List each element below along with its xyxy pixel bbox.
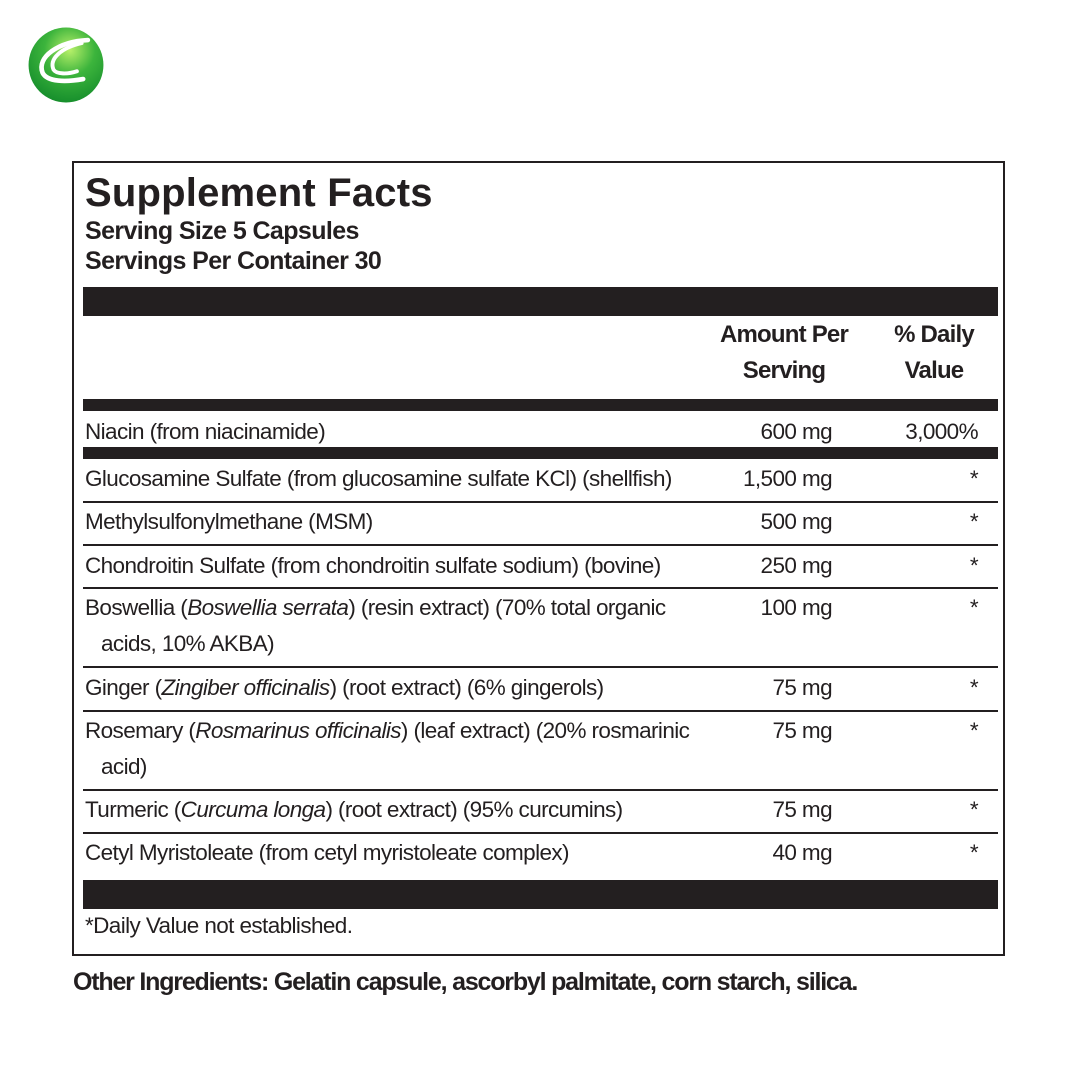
row-divider bbox=[83, 587, 998, 589]
name-text: Rosemary ( bbox=[85, 718, 196, 743]
servings-per-container: Servings Per Container 30 bbox=[85, 247, 382, 275]
name-text: ) (root extract) (6% gingerols) bbox=[329, 675, 605, 700]
nutrient-dv: * bbox=[969, 718, 979, 743]
nutrient-amount: 75 mg bbox=[772, 797, 832, 822]
name-text: ) (resin extract) (70% total organic bbox=[348, 595, 666, 620]
latin-name: Boswellia serrata bbox=[187, 595, 349, 620]
row-divider bbox=[83, 501, 998, 503]
nutrient-name: Glucosamine Sulfate (from glucosamine su… bbox=[85, 466, 672, 491]
nutrient-amount: 250 mg bbox=[760, 553, 833, 578]
nutrient-amount: 1,500 mg bbox=[742, 466, 833, 491]
header-line: Amount Per bbox=[719, 321, 849, 348]
nutrient-dv: 3,000% bbox=[905, 419, 978, 444]
nutrient-dv: * bbox=[969, 553, 979, 578]
daily-value-header: % Daily Value bbox=[874, 317, 994, 389]
nutrient-name: Boswellia (Boswellia serrata) (resin ext… bbox=[85, 590, 715, 662]
nutrient-amount: 500 mg bbox=[760, 509, 833, 534]
footnote: *Daily Value not established. bbox=[85, 913, 353, 938]
name-continuation: acid) bbox=[101, 754, 147, 779]
nutrient-name: Rosemary (Rosmarinus officinalis) (leaf … bbox=[85, 713, 715, 785]
nutrient-amount: 100 mg bbox=[760, 595, 833, 620]
divider-bar bbox=[83, 399, 998, 411]
header-line: % Daily bbox=[894, 321, 975, 348]
nutrient-dv: * bbox=[969, 797, 979, 822]
other-ingredients: Other Ingredients: Gelatin capsule, asco… bbox=[73, 968, 858, 997]
row-divider bbox=[83, 789, 998, 791]
header-line: Value bbox=[904, 357, 965, 384]
row-divider bbox=[83, 832, 998, 834]
nutrient-name: Cetyl Myristoleate (from cetyl myristole… bbox=[85, 840, 570, 865]
other-ingredients-label: Other Ingredients: bbox=[73, 968, 269, 996]
serving-size: Serving Size 5 Capsules bbox=[85, 217, 359, 245]
latin-name: Zingiber officinalis bbox=[161, 675, 330, 700]
nutrient-amount: 75 mg bbox=[772, 718, 832, 743]
divider-bar bbox=[83, 880, 998, 909]
row-divider bbox=[83, 666, 998, 668]
nutrient-dv: * bbox=[969, 509, 979, 534]
amount-per-serving-header: Amount Per Serving bbox=[709, 317, 859, 389]
nutrient-name: Ginger (Zingiber officinalis) (root extr… bbox=[85, 670, 715, 706]
other-ingredients-text: Gelatin capsule, ascorbyl palmitate, cor… bbox=[268, 968, 858, 996]
row-divider bbox=[83, 710, 998, 712]
nutrient-amount: 600 mg bbox=[760, 419, 833, 444]
nutrient-name: Niacin (from niacinamide) bbox=[85, 419, 326, 444]
brand-logo-icon bbox=[28, 27, 104, 103]
name-text: ) (root extract) (95% curcumins) bbox=[325, 797, 623, 822]
supplement-facts-panel: Supplement Facts Serving Size 5 Capsules… bbox=[72, 161, 1005, 956]
nutrient-dv: * bbox=[969, 466, 979, 491]
name-text: Boswellia ( bbox=[85, 595, 188, 620]
nutrient-name: Methylsulfonylmethane (MSM) bbox=[85, 509, 373, 534]
name-text: ) (leaf extract) (20% rosmarinic bbox=[400, 718, 690, 743]
nutrient-name: Turmeric (Curcuma longa) (root extract) … bbox=[85, 792, 715, 828]
name-text: Turmeric ( bbox=[85, 797, 181, 822]
latin-name: Curcuma longa bbox=[180, 797, 326, 822]
nutrient-dv: * bbox=[969, 675, 979, 700]
latin-name: Rosmarinus officinalis bbox=[195, 718, 401, 743]
nutrient-name: Chondroitin Sulfate (from chondroitin su… bbox=[85, 553, 661, 578]
panel-title: Supplement Facts bbox=[85, 171, 433, 215]
name-continuation: acids, 10% AKBA) bbox=[101, 631, 275, 656]
divider-bar bbox=[83, 287, 998, 316]
row-divider bbox=[83, 544, 998, 546]
nutrient-amount: 75 mg bbox=[772, 675, 832, 700]
nutrient-amount: 40 mg bbox=[772, 840, 832, 865]
nutrient-dv: * bbox=[969, 595, 979, 620]
nutrient-dv: * bbox=[969, 840, 979, 865]
name-text: Ginger ( bbox=[85, 675, 162, 700]
header-line: Serving bbox=[742, 357, 826, 384]
divider-bar bbox=[83, 447, 998, 459]
